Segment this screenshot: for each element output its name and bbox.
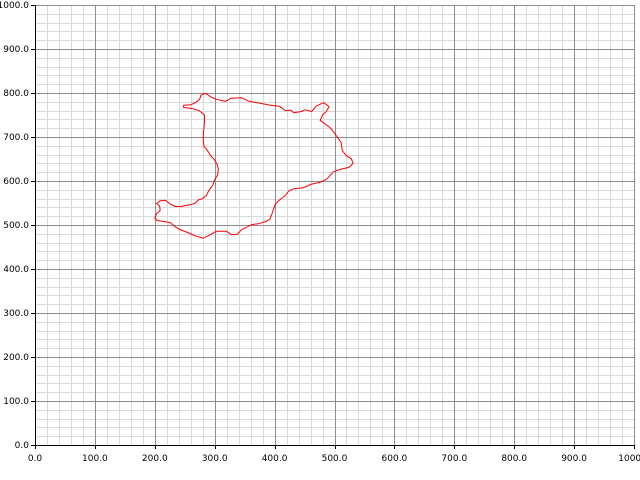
x-tick-label: 400.0 (262, 454, 288, 464)
y-tick-label: 900.0 (3, 45, 29, 55)
x-tick-label: 100.0 (82, 454, 108, 464)
y-tick-label: 600.0 (3, 177, 29, 187)
y-tick-labels: 0.0 100.0 200.0 300.0 400.0 500.0 600.0 700.0 80… (0, 1, 29, 451)
y-tick-label: 1000.0 (0, 1, 29, 11)
x-tick-label: 0.0 (28, 454, 43, 464)
y-tick-label: 200.0 (3, 353, 29, 363)
series-layer (154, 92, 354, 239)
x-tick-label: 300.0 (202, 454, 228, 464)
x-tick-label: 700.0 (441, 454, 467, 464)
y-tick-label: 800.0 (3, 89, 29, 99)
y-tick-label: 300.0 (3, 309, 29, 319)
y-tick-label: 400.0 (3, 265, 29, 275)
y-tick-label: 0.0 (15, 441, 30, 451)
axes (31, 5, 635, 449)
y-tick-label: 700.0 (3, 133, 29, 143)
x-tick-label: 800.0 (501, 454, 527, 464)
x-tick-label: 900.0 (561, 454, 587, 464)
x-tick-label: 500.0 (322, 454, 348, 464)
x-tick-labels: 0.0 100.0 200.0 300.0 400.0 500.0 600.0 700.0 80… (28, 454, 640, 464)
y-tick-label: 100.0 (3, 397, 29, 407)
y-tick-label: 500.0 (3, 221, 29, 231)
series-outline-1 (154, 92, 354, 239)
x-tick-label: 200.0 (142, 454, 168, 464)
x-tick-label: 1000.0 (618, 454, 640, 464)
x-tick-label: 600.0 (382, 454, 408, 464)
major-grid (35, 5, 635, 446)
